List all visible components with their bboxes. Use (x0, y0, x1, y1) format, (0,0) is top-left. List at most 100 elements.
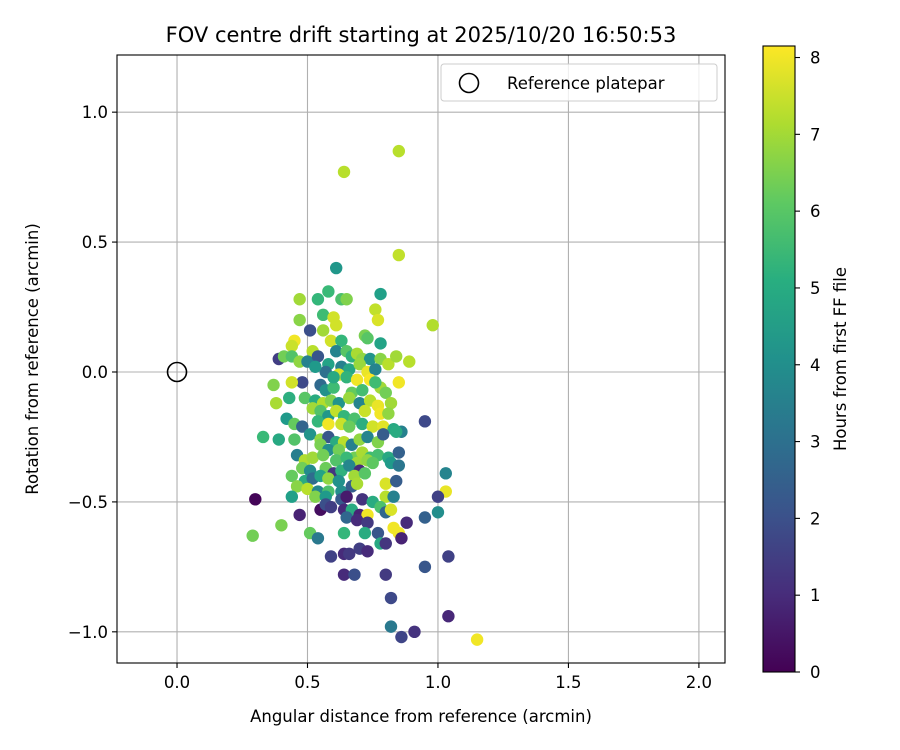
data-point (337, 526, 351, 540)
colorbar-tick-label: 6 (810, 202, 821, 221)
legend-marker-icon (458, 72, 480, 94)
data-point (384, 396, 398, 410)
data-point (316, 448, 330, 462)
data-point (324, 500, 338, 514)
colorbar-tick-label: 0 (810, 663, 821, 682)
data-point (293, 313, 306, 327)
colorbar-tick-label: 5 (810, 279, 821, 298)
data-point (283, 391, 296, 405)
data-point (384, 591, 398, 605)
data-point (439, 467, 452, 480)
reference-platepar-marker (166, 361, 188, 383)
x-tick-label: 1.0 (425, 673, 451, 692)
data-point (303, 428, 317, 441)
data-point (322, 417, 335, 431)
data-point (249, 493, 262, 506)
data-point (356, 417, 369, 431)
data-point (272, 433, 285, 446)
legend-entry-label: Reference platepar (507, 74, 665, 93)
data-point (390, 474, 403, 488)
data-point (392, 248, 406, 262)
data-point (340, 293, 353, 306)
data-point (288, 433, 301, 446)
data-point (379, 537, 392, 550)
colorbar-tick-label: 1 (810, 586, 821, 605)
data-point (376, 428, 390, 441)
y-tick-label: 1.0 (82, 103, 108, 122)
data-point (256, 430, 270, 444)
x-tick-label: 0.0 (164, 673, 190, 692)
colorbar-tick-label: 4 (810, 356, 821, 375)
data-point (374, 287, 387, 301)
data-point (296, 376, 309, 389)
data-point (418, 560, 432, 574)
colorbar-tick-label: 7 (810, 125, 821, 144)
data-point (395, 532, 408, 545)
data-point (343, 459, 356, 472)
data-point (371, 526, 385, 540)
y-tick-label: 0.0 (82, 363, 108, 382)
data-point (329, 261, 343, 275)
data-point (358, 526, 372, 540)
colorbar-tick-label: 8 (810, 49, 821, 68)
data-point (361, 516, 374, 529)
data-point (343, 547, 356, 561)
data-point (306, 451, 319, 464)
data-point (358, 467, 372, 480)
data-point (379, 477, 392, 490)
data-point (392, 376, 406, 389)
data-point (350, 477, 364, 490)
data-point (361, 545, 374, 558)
colorbar-tick-label: 3 (810, 433, 821, 452)
data-point (408, 625, 421, 639)
data-point (395, 630, 408, 644)
data-point (316, 324, 330, 337)
data-point (431, 506, 445, 519)
data-point (392, 459, 406, 472)
data-point (369, 303, 382, 316)
data-point (418, 511, 432, 524)
x-tick-label: 2.0 (686, 673, 712, 692)
data-point (293, 293, 306, 306)
legend-box (440, 63, 718, 102)
data-point (371, 313, 385, 327)
data-point (379, 568, 392, 581)
data-point (285, 469, 299, 483)
data-point (366, 420, 379, 433)
data-point (327, 381, 340, 394)
data-point (329, 319, 343, 332)
data-point (343, 391, 356, 405)
data-point (337, 165, 351, 179)
data-point (356, 383, 369, 397)
data-point (324, 334, 338, 348)
data-point (387, 490, 400, 503)
data-point (363, 352, 377, 366)
data-point (293, 508, 306, 522)
data-point (275, 519, 288, 532)
plot-frame (116, 54, 726, 664)
data-point (400, 516, 413, 529)
data-point (290, 480, 304, 493)
x-axis-label: Angular distance from reference (arcmin) (250, 707, 592, 726)
data-point (311, 293, 325, 306)
colorbar: 0 1 2 3 4 5 6 7 8 Hours from first FF file (762, 45, 850, 682)
data-point (285, 339, 299, 353)
data-point (343, 420, 356, 433)
data-point (332, 443, 346, 457)
chart-title: FOV centre drift starting at 2025/10/20 … (166, 23, 677, 47)
x-axis: 0.0 0.5 1.0 1.5 2.0 (164, 663, 712, 692)
data-point (369, 363, 382, 376)
y-tick-label: −0.5 (68, 493, 108, 512)
data-point (392, 446, 406, 459)
data-point (442, 550, 455, 563)
data-point (350, 373, 364, 386)
data-point (348, 568, 361, 581)
data-point (329, 454, 343, 467)
data-point (470, 633, 484, 646)
data-point (269, 396, 283, 410)
data-point (384, 503, 398, 516)
data-point (358, 404, 372, 418)
data-point (403, 355, 416, 368)
data-point (382, 357, 395, 371)
